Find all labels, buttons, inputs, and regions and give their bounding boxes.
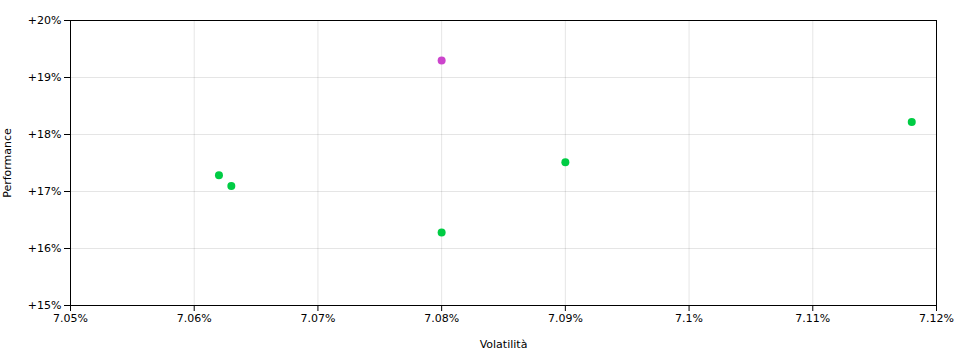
svg-text:7.11%: 7.11% [795,312,830,325]
svg-text:Volatilità: Volatilità [480,338,528,350]
svg-text:7.1%: 7.1% [675,312,703,325]
svg-text:+18%: +18% [28,128,62,141]
svg-text:+16%: +16% [28,242,62,255]
svg-text:+19%: +19% [28,71,62,84]
svg-text:+17%: +17% [28,185,62,198]
svg-text:7.09%: 7.09% [548,312,583,325]
svg-text:Performance: Performance [1,128,14,198]
svg-text:+20%: +20% [28,14,62,27]
svg-text:7.07%: 7.07% [300,312,335,325]
svg-text:7.08%: 7.08% [424,312,459,325]
svg-text:7.05%: 7.05% [53,312,88,325]
svg-text:7.12%: 7.12% [919,312,954,325]
svg-text:7.06%: 7.06% [177,312,212,325]
svg-text:+15%: +15% [28,299,62,312]
